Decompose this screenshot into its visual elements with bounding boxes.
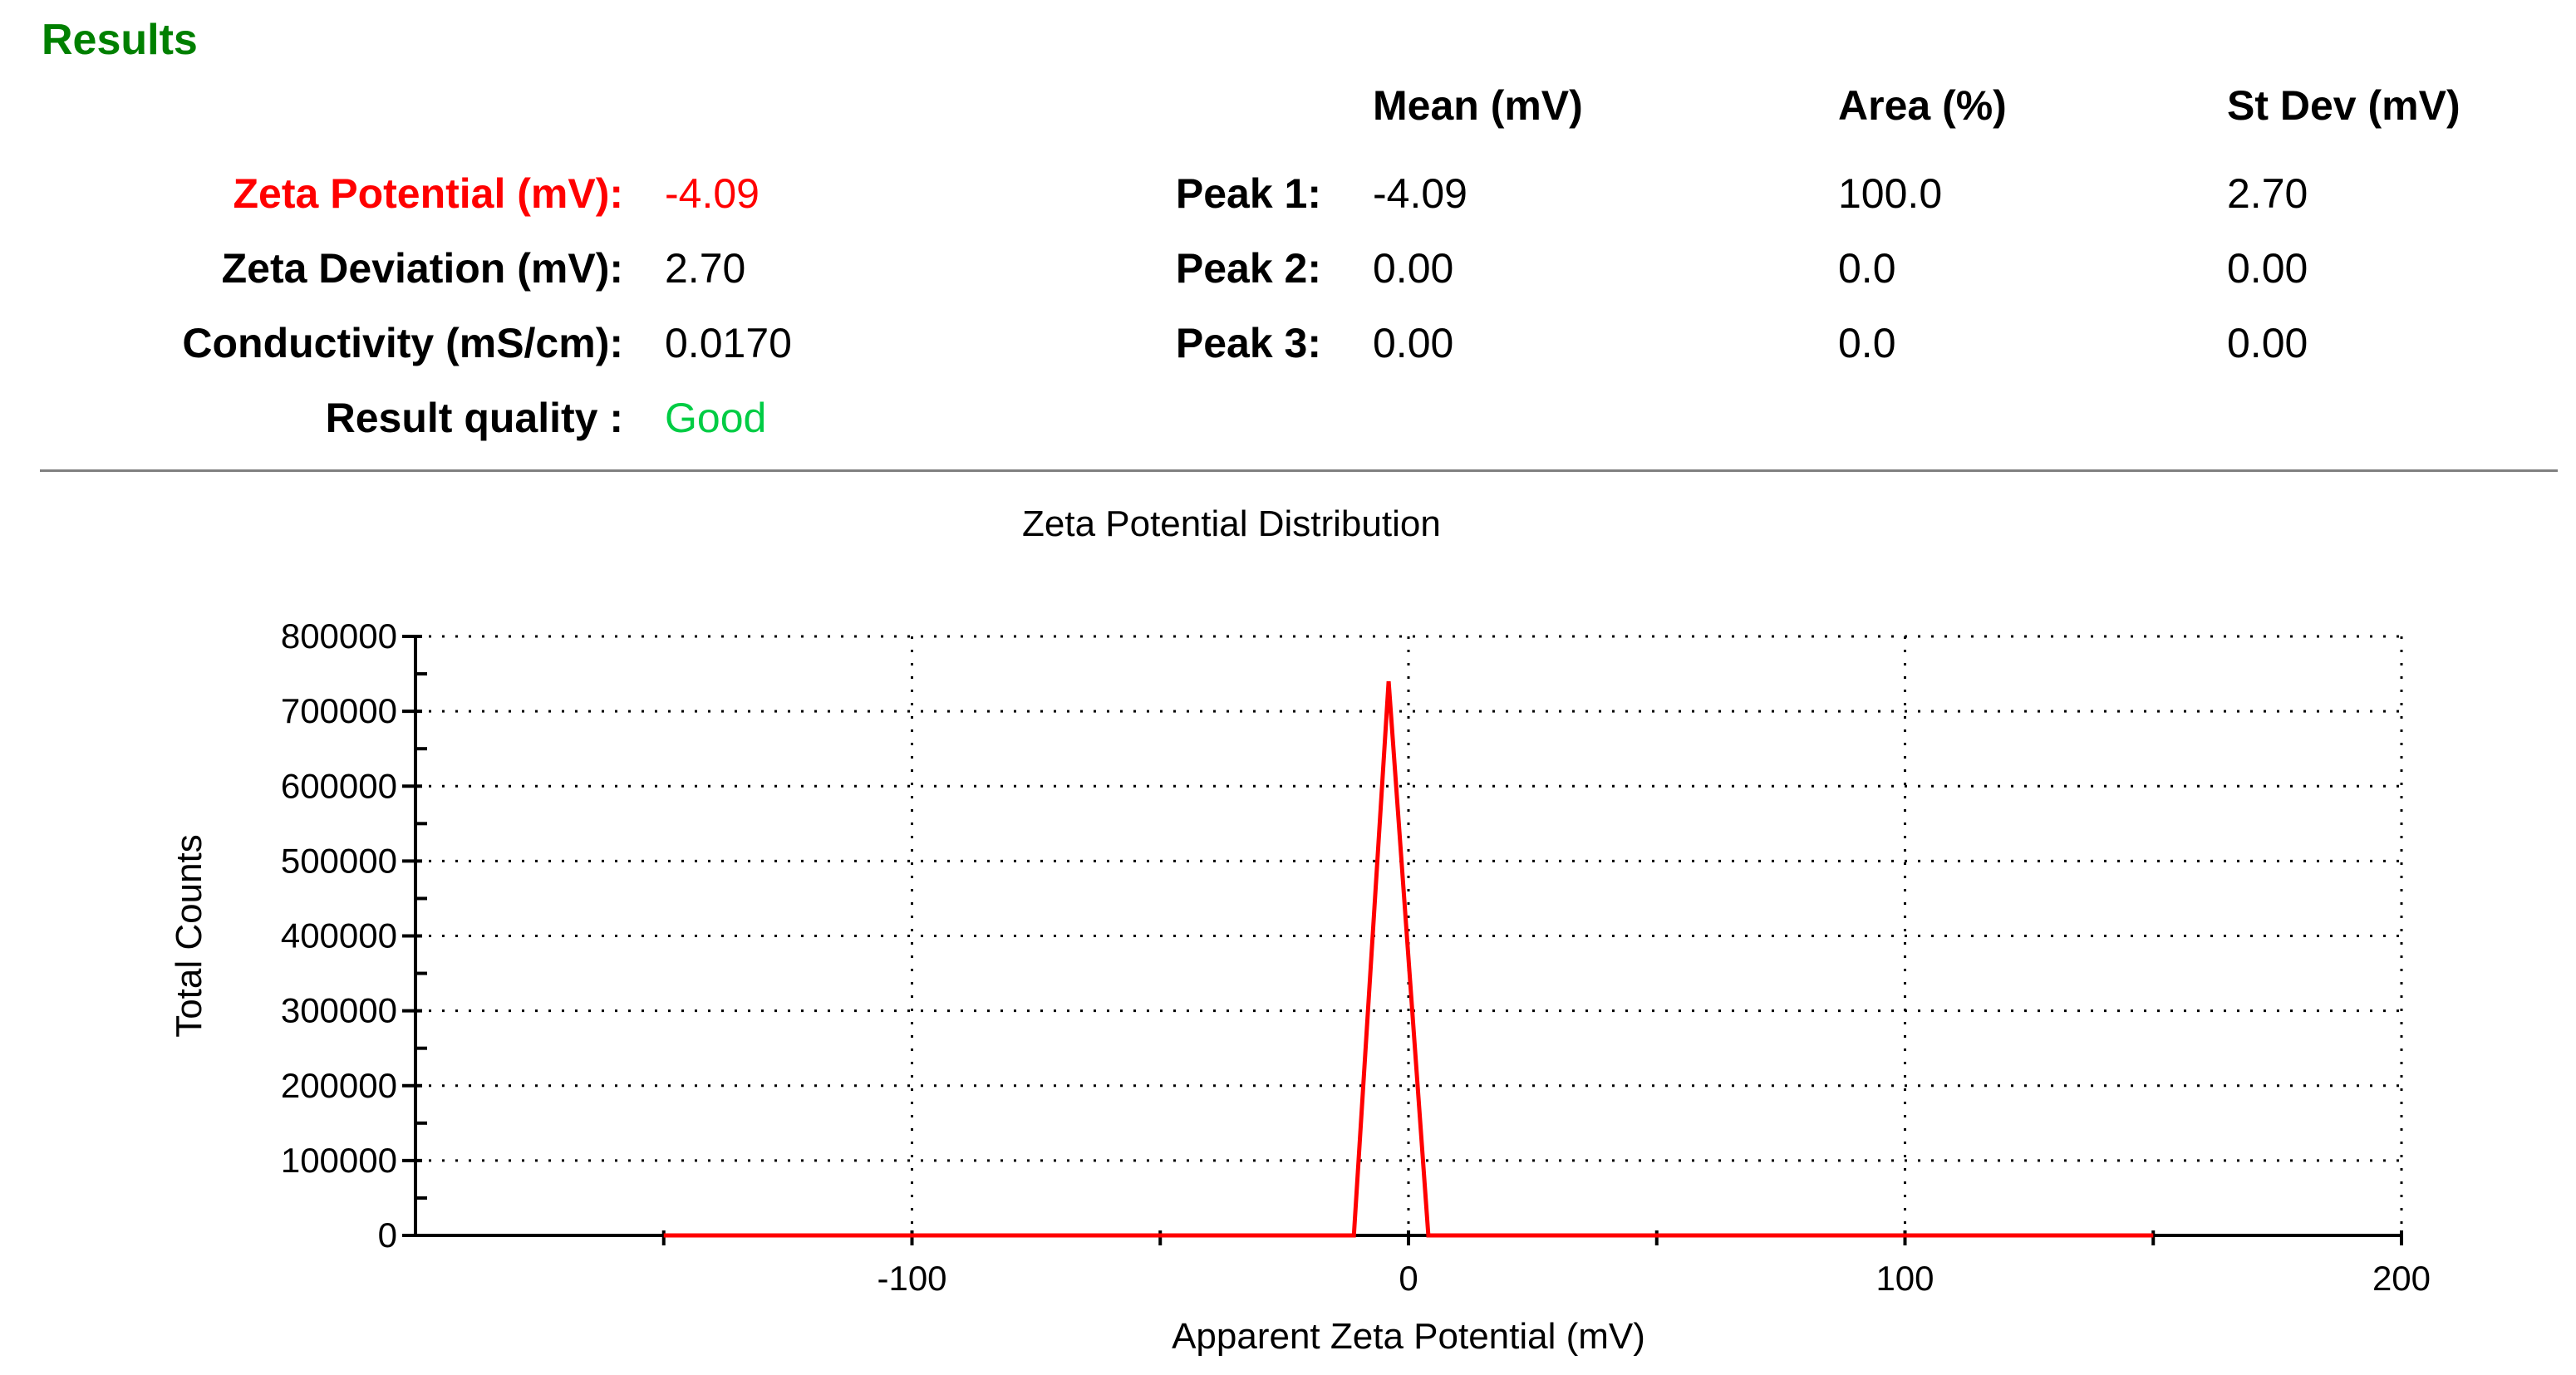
peak-3-label: Peak 3: [1175, 320, 1321, 366]
y-tick-label: 700000 [281, 691, 397, 730]
y-axis-title: Total Counts [169, 834, 209, 1038]
conductivity-value: 0.0170 [665, 320, 792, 366]
y-tick-label: 200000 [281, 1066, 397, 1105]
section-divider [40, 469, 2558, 472]
peak-1-label: Peak 1: [1175, 170, 1321, 217]
x-tick-label: 200 [2372, 1259, 2431, 1298]
peak-2-label: Peak 2: [1175, 245, 1321, 292]
x-tick-label: 100 [1875, 1259, 1934, 1298]
peak-3-stdev: 0.00 [2227, 320, 2308, 366]
result-quality-value: Good [665, 395, 767, 441]
stdev-header: St Dev (mV) [2227, 82, 2460, 129]
peak-2-area: 0.0 [1838, 245, 1896, 292]
mean-header: Mean (mV) [1373, 82, 1583, 129]
x-tick-label: -100 [877, 1259, 946, 1298]
y-tick-label: 500000 [281, 841, 397, 880]
x-tick-label: 0 [1399, 1259, 1418, 1298]
peak-3-area: 0.0 [1838, 320, 1896, 366]
results-title: Results [42, 16, 198, 64]
y-tick-label: 300000 [281, 991, 397, 1030]
peak-2-mean: 0.00 [1373, 245, 1454, 292]
y-tick-label: 0 [378, 1215, 397, 1255]
x-axis-title: Apparent Zeta Potential (mV) [1172, 1316, 1645, 1357]
area-header: Area (%) [1838, 82, 2007, 129]
peak-1-mean: -4.09 [1373, 170, 1467, 217]
peak-1-area: 100.0 [1838, 170, 1943, 217]
y-tick-label: 600000 [281, 766, 397, 805]
zeta-deviation-value: 2.70 [665, 245, 746, 292]
peak-1-stdev: 2.70 [2227, 170, 2308, 217]
zeta-potential-value: -4.09 [665, 170, 760, 217]
zeta-potential-label: Zeta Potential (mV): [233, 170, 623, 217]
y-tick-label: 100000 [281, 1141, 397, 1180]
y-tick-label: 400000 [281, 916, 397, 955]
conductivity-label: Conductivity (mS/cm): [182, 320, 623, 366]
result-quality-label: Result quality : [325, 395, 623, 441]
chart-title: Zeta Potential Distribution [1022, 503, 1441, 544]
y-tick-label: 800000 [281, 616, 397, 656]
peak-2-stdev: 0.00 [2227, 245, 2308, 292]
zeta-deviation-label: Zeta Deviation (mV): [221, 245, 623, 292]
peak-3-mean: 0.00 [1373, 320, 1454, 366]
series-line-1 [663, 680, 2154, 1238]
